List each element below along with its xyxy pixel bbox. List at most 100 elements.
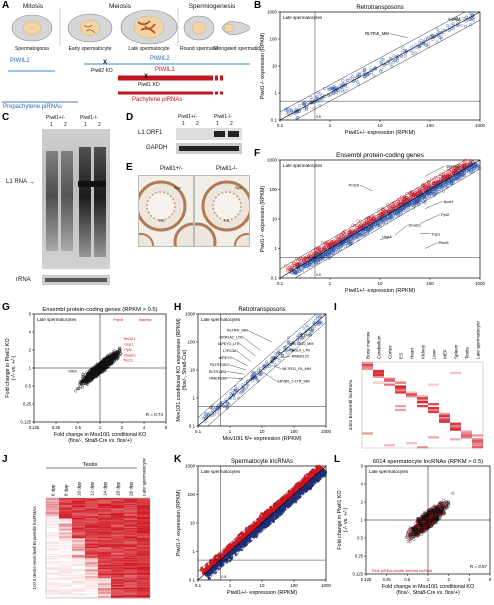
data-point [460, 24, 464, 28]
data-point [297, 269, 301, 273]
data-point [470, 165, 474, 170]
data-point [411, 195, 415, 199]
data-point [336, 246, 340, 250]
data-point [433, 190, 437, 194]
data-point [325, 241, 329, 245]
data-point [377, 212, 381, 216]
data-point [267, 365, 271, 368]
data-point [207, 413, 210, 416]
data-point [284, 495, 288, 499]
data-point [274, 363, 277, 366]
data-point [349, 227, 353, 231]
data-point [283, 502, 287, 506]
label-piwil2-right: PIWIL2 [150, 56, 170, 62]
data-point [253, 530, 257, 534]
y-tick-label: 1 [274, 246, 277, 251]
label-pachytene-pirnas: Pachytene piRNAs [132, 97, 183, 103]
data-point [281, 354, 284, 358]
x-axis-label: Piwil1+/- expression (RPKM) [345, 130, 415, 136]
data-point [426, 45, 430, 49]
data-point [424, 192, 429, 196]
data-point [318, 92, 322, 96]
data-point [304, 330, 308, 334]
data-point [358, 233, 362, 237]
y-axis-label: Mov10l1 conditional KO expression (RPKM) [176, 318, 182, 422]
data-point [319, 320, 323, 324]
data-point [249, 525, 253, 529]
data-point [316, 90, 320, 94]
data-point [462, 167, 466, 171]
y-tick-label: 1000 [267, 10, 278, 15]
data-point [251, 371, 254, 375]
data-point [280, 353, 284, 357]
data-point [335, 236, 339, 240]
chart-title: Ensembl protein-coding genes [336, 152, 425, 159]
data-point [464, 24, 468, 28]
data-point [351, 74, 355, 78]
data-point [311, 327, 315, 331]
x-tick-label: 0.1 [277, 123, 284, 128]
x-tick-label: 10 [259, 429, 265, 434]
data-point [358, 233, 362, 237]
data-point [379, 61, 383, 65]
data-point [437, 185, 441, 189]
data-point [209, 560, 213, 563]
data-point [358, 73, 362, 77]
data-point [397, 210, 401, 214]
data-point [309, 331, 313, 335]
data-point [265, 360, 268, 364]
label-prepachytene-pirnas: Prepachytene piRNAs [3, 104, 63, 110]
data-point [455, 176, 459, 181]
data-point [313, 324, 317, 328]
data-point [262, 364, 265, 368]
data-point [385, 203, 390, 207]
data-point [300, 336, 304, 340]
data-point [246, 383, 250, 387]
data-point [355, 228, 359, 232]
data-point [374, 66, 378, 70]
chart-subtitle: Late spermatocytes [201, 469, 241, 474]
data-point [473, 163, 477, 167]
data-point [432, 192, 436, 196]
data-point [338, 84, 342, 88]
data-point [413, 191, 417, 195]
data-point [240, 383, 244, 387]
data-point [323, 242, 327, 247]
data-point [406, 207, 410, 211]
label-piwil1: PIWIL1 [155, 67, 175, 73]
annotation-leader [281, 343, 291, 348]
data-point [250, 375, 254, 378]
x-axis-label: Mov10l1 fl/+ expression (RPKM) [222, 436, 301, 442]
annotation-leader [277, 349, 291, 354]
data-point [456, 166, 460, 170]
annotation-label: RLTR4I_MM [227, 329, 248, 333]
data-point [219, 401, 223, 404]
data-point [309, 96, 313, 99]
annotation-label: RLTR4I_MM [365, 31, 389, 36]
data-point [341, 78, 345, 82]
data-point [346, 78, 350, 82]
data-point [459, 165, 463, 169]
data-point [387, 218, 391, 222]
data-point [446, 24, 449, 28]
annotation-label: ERVB5_2-LTR_MM [277, 380, 309, 384]
annotation-label: MLTR31_FA_MM [282, 367, 311, 371]
chart-subtitle: Late spermatocytes [283, 15, 323, 20]
x-tick-label: 1000 [475, 123, 486, 128]
annotation-leader [447, 18, 462, 21]
data-point [458, 174, 462, 178]
panel-letter: H [174, 302, 182, 313]
data-point [223, 550, 227, 553]
data-point [432, 193, 436, 198]
data-point [251, 370, 255, 374]
data-point [309, 261, 314, 265]
y-tick-label: 1 [192, 549, 195, 554]
data-point [423, 197, 427, 201]
x-tick-label: 100 [290, 583, 298, 588]
data-point [369, 219, 373, 223]
data-point [450, 180, 454, 184]
data-point [328, 244, 332, 248]
data-point [431, 33, 435, 37]
y-tick-label: 1 [192, 396, 195, 401]
